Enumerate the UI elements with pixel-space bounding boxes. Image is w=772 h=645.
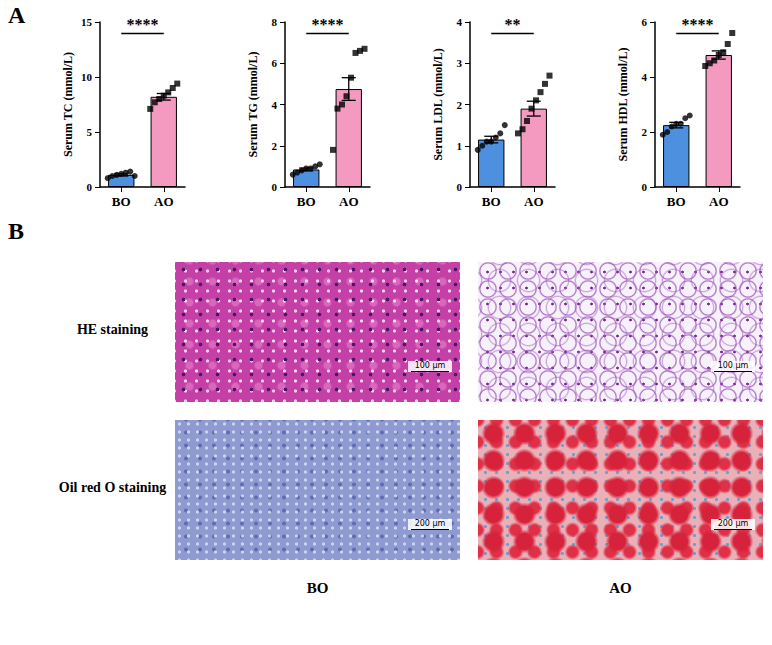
svg-text:5: 5 xyxy=(87,126,93,138)
svg-text:Serum TC (mmol/L): Serum TC (mmol/L) xyxy=(61,52,75,157)
svg-text:4: 4 xyxy=(457,16,463,28)
svg-text:2: 2 xyxy=(642,126,648,138)
svg-text:BO: BO xyxy=(297,194,316,209)
svg-text:****: **** xyxy=(312,16,344,33)
html-text:Oil red O staining: Oil red O staining xyxy=(58,480,167,495)
svg-text:10: 10 xyxy=(81,71,93,83)
svg-text:**: ** xyxy=(505,16,521,33)
svg-text:0: 0 xyxy=(642,181,648,193)
svg-text:8: 8 xyxy=(272,16,278,28)
svg-text:1: 1 xyxy=(457,140,463,152)
html-text:100 μm: 100 μm xyxy=(717,361,749,370)
html-text:HE staining: HE staining xyxy=(76,322,149,337)
svg-text:****: **** xyxy=(127,16,159,33)
svg-text:4: 4 xyxy=(272,99,278,111)
html-text:AO: AO xyxy=(609,580,632,596)
html-text:100 μm: 100 μm xyxy=(414,361,446,370)
svg-text:4: 4 xyxy=(642,71,648,83)
svg-text:BO: BO xyxy=(482,194,501,209)
svg-text:15: 15 xyxy=(81,16,93,28)
svg-text:0: 0 xyxy=(272,181,278,193)
html-text:200 μm: 200 μm xyxy=(717,519,749,528)
svg-text:BO: BO xyxy=(112,194,131,209)
html-text:B: B xyxy=(8,218,24,244)
svg-text:2: 2 xyxy=(272,140,278,152)
svg-text:3: 3 xyxy=(457,57,463,69)
svg-text:6: 6 xyxy=(642,16,648,28)
html-text:200 μm: 200 μm xyxy=(414,519,446,528)
svg-text:Serum TG (mmol/L): Serum TG (mmol/L) xyxy=(246,52,260,158)
svg-text:6: 6 xyxy=(272,57,278,69)
html-text:BO: BO xyxy=(306,580,329,596)
svg-text:2: 2 xyxy=(457,99,463,111)
svg-text:BO: BO xyxy=(667,194,686,209)
html-text:A: A xyxy=(8,2,26,28)
svg-text:0: 0 xyxy=(457,181,463,193)
svg-text:Serum HDL (mmol/L): Serum HDL (mmol/L) xyxy=(616,48,630,162)
svg-text:AO: AO xyxy=(524,194,544,209)
svg-text:0: 0 xyxy=(87,181,93,193)
svg-text:Serum LDL (mmol/L): Serum LDL (mmol/L) xyxy=(431,48,445,161)
svg-text:AO: AO xyxy=(339,194,359,209)
svg-text:AO: AO xyxy=(709,194,729,209)
svg-text:****: **** xyxy=(682,16,714,33)
svg-text:AO: AO xyxy=(154,194,174,209)
